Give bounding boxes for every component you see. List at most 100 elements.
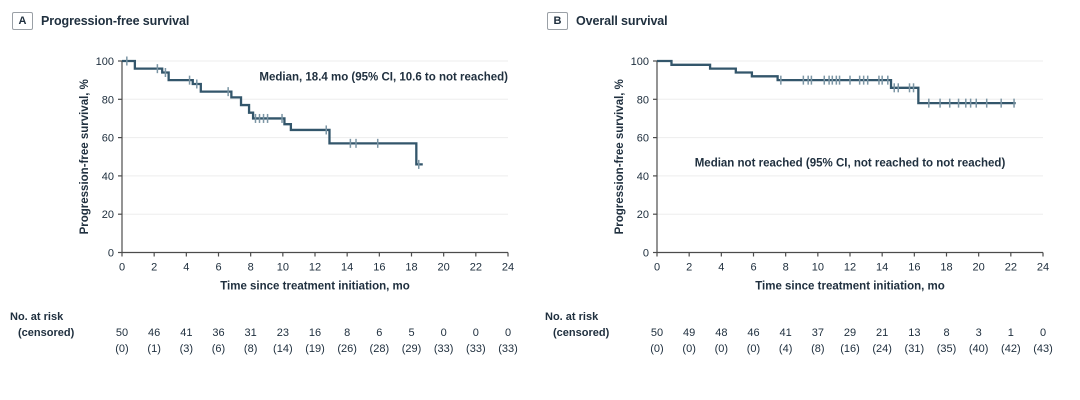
x-tick-label: 2 (686, 262, 692, 274)
x-tick-label: 14 (341, 262, 353, 274)
risk-table-label: No. at risk (545, 311, 599, 323)
censored-count: (8) (243, 343, 258, 355)
censored-count: (6) (211, 343, 226, 355)
censored-count: (14) (273, 343, 293, 355)
x-tick-label: 10 (277, 262, 289, 274)
y-axis-title: Progression-free survival, % (614, 79, 626, 234)
at-risk-count: 13 (908, 327, 921, 339)
risk-table-a: No. at risk (censored) 50 (0) 46 (1) 41 (3) 36… (10, 311, 518, 355)
risk-table-label: No. at risk (10, 311, 64, 323)
at-risk-count: 41 (779, 327, 792, 339)
censored-count: (42) (1001, 343, 1021, 355)
at-risk-count: 0 (440, 327, 447, 339)
censored-count: (33) (498, 343, 518, 355)
x-tick-label: 8 (248, 262, 254, 274)
x-tick-label: 18 (405, 262, 417, 274)
at-risk-count: 16 (308, 327, 322, 339)
at-risk-count: 6 (376, 327, 383, 339)
y-tick-label: 60 (102, 133, 114, 145)
y-tick-label: 80 (637, 94, 649, 106)
panel-b-header: B Overall survival (547, 12, 668, 30)
censored-count: (0) (115, 343, 129, 355)
censored-count: (26) (337, 343, 357, 355)
x-tick-label: 14 (876, 262, 888, 274)
x-tick-label: 6 (750, 262, 756, 274)
x-tick-label: 18 (940, 262, 952, 274)
x-tick-label: 12 (844, 262, 856, 274)
x-tick-label: 10 (812, 262, 824, 274)
at-risk-count: 36 (212, 327, 225, 339)
x-tick-label: 4 (183, 262, 189, 274)
y-tick-label: 20 (637, 209, 649, 221)
median-annotation: Median, 18.4 mo (95% CI, 10.6 to not rea… (259, 71, 508, 83)
y-axis-title: Progression-free survival, % (79, 79, 91, 234)
panel-b: B Overall survival 0 20 40 60 80 100 0 2 4 6 8 10 12… (535, 0, 1080, 400)
y-tick-label: 20 (102, 209, 114, 221)
at-risk-count: 0 (1039, 327, 1047, 339)
y-tick-label: 0 (108, 248, 114, 260)
x-axis-title: Time since treatment initiation, mo (220, 281, 410, 293)
x-axis-title: Time since treatment initiation, mo (755, 281, 945, 293)
at-risk-count: 1 (1007, 327, 1014, 339)
at-risk-count: 23 (276, 327, 289, 339)
censored-count: (24) (872, 343, 892, 355)
x-tick-label: 0 (654, 262, 660, 274)
at-risk-count: 48 (715, 327, 728, 339)
x-tick-label: 20 (438, 262, 450, 274)
x-tick-label: 24 (502, 262, 514, 274)
at-risk-count: 3 (975, 327, 982, 339)
at-risk-count: 31 (244, 327, 257, 339)
y-tick-label: 40 (102, 171, 114, 183)
panel-a-title: Progression-free survival (41, 14, 190, 28)
panel-a-header: A Progression-free survival (12, 12, 189, 30)
at-risk-count: 50 (115, 327, 129, 339)
panel-b-label-badge: B (547, 12, 568, 30)
censored-count: (28) (369, 343, 390, 355)
at-risk-count: 49 (683, 327, 696, 339)
censored-count: (8) (811, 343, 825, 355)
panel-a: A Progression-free survival 0 20 40 60 80 100… (10, 12, 518, 355)
y-tick-label: 0 (643, 248, 649, 260)
censored-count: (40) (968, 343, 989, 355)
censored-count: (16) (840, 343, 860, 355)
panel-a-label-badge: A (12, 12, 33, 30)
x-tick-label: 22 (1005, 262, 1017, 274)
at-risk-count: 5 (408, 327, 415, 339)
at-risk-count: 46 (747, 327, 760, 339)
x-tick-label: 12 (309, 262, 321, 274)
y-tick-label: 60 (637, 133, 649, 145)
at-risk-count: 21 (876, 327, 889, 339)
x-tick-label: 24 (1037, 262, 1049, 274)
censored-count: (33) (466, 343, 486, 355)
x-tick-label: 6 (215, 262, 221, 274)
x-tick-label: 0 (119, 262, 125, 274)
censored-count: (0) (746, 343, 761, 355)
at-risk-count: 50 (650, 327, 664, 339)
at-risk-count: 37 (811, 327, 824, 339)
km-curve (657, 59, 1016, 105)
y-tick-label: 100 (631, 56, 649, 68)
censored-count: (43) (1033, 343, 1053, 355)
censored-count: (4) (778, 343, 793, 355)
at-risk-count: 0 (472, 327, 479, 339)
y-tick-label: 80 (102, 94, 114, 106)
at-risk-count: 46 (148, 327, 161, 339)
x-tick-label: 16 (373, 262, 385, 274)
x-tick-label: 22 (470, 262, 482, 274)
risk-table-b: No. at risk (censored) 50 (0) 49 (0) 48 (0) 46… (535, 0, 1080, 400)
x-tick-label: 2 (151, 262, 157, 274)
censored-count: (0) (682, 343, 696, 355)
median-annotation: Median not reached (95% CI, not reached … (695, 157, 1006, 169)
censored-count: (31) (904, 343, 925, 355)
censored-count: (33) (433, 343, 454, 355)
x-tick-label: 4 (718, 262, 724, 274)
at-risk-count: 8 (344, 327, 351, 339)
x-tick-label: 8 (783, 262, 789, 274)
at-risk-count: 41 (180, 327, 193, 339)
censored-count: (0) (714, 343, 729, 355)
x-tick-label: 20 (973, 262, 985, 274)
censored-count: (35) (936, 343, 957, 355)
at-risk-count: 0 (504, 327, 512, 339)
